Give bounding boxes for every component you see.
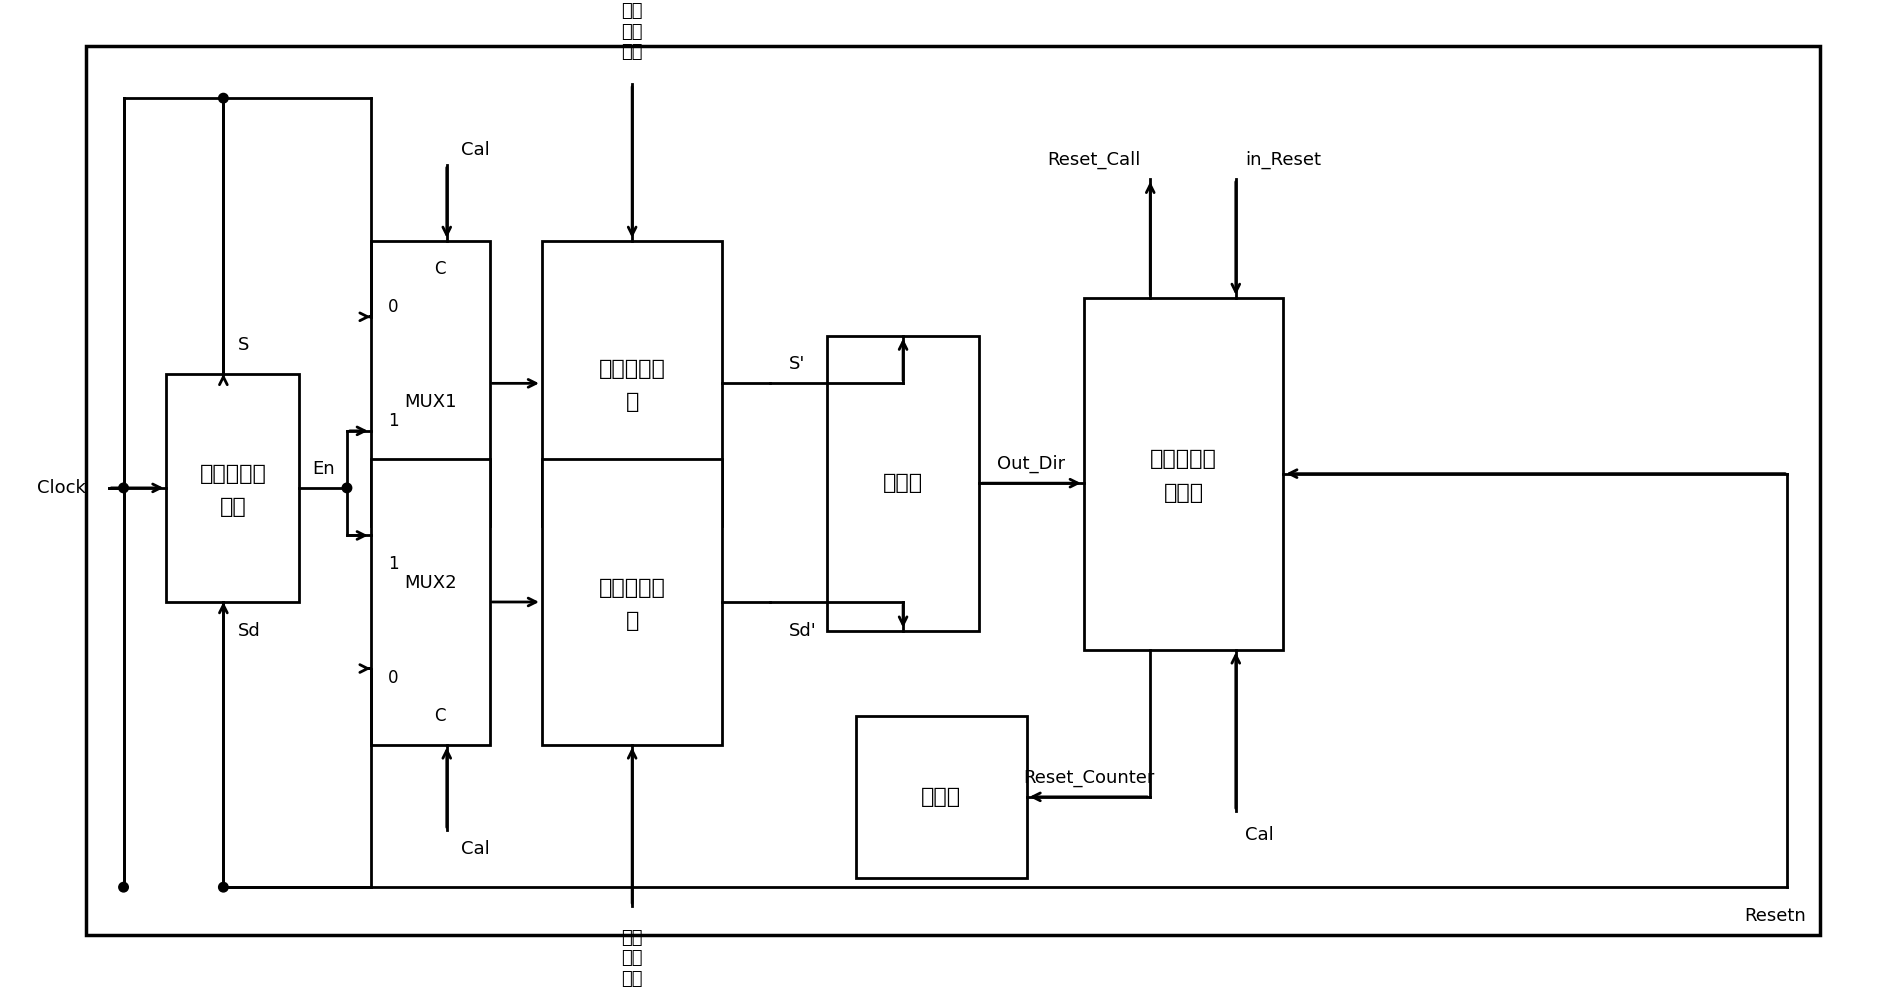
Bar xyxy=(166,374,299,602)
Text: Clock: Clock xyxy=(36,479,85,496)
Text: En: En xyxy=(312,460,335,478)
Text: MUX2: MUX2 xyxy=(403,574,455,592)
Bar xyxy=(854,716,1026,877)
Text: S': S' xyxy=(789,355,805,373)
Text: 模块: 模块 xyxy=(220,496,247,517)
Text: 延迟
选择
信号: 延迟 选择 信号 xyxy=(621,2,642,61)
Text: Cal: Cal xyxy=(461,141,489,159)
Bar xyxy=(371,240,489,526)
Circle shape xyxy=(218,93,228,103)
Bar xyxy=(826,336,979,631)
Bar xyxy=(542,460,723,745)
Bar xyxy=(371,460,489,745)
Text: 路: 路 xyxy=(625,611,638,631)
Text: 延迟
选择
信号: 延迟 选择 信号 xyxy=(621,929,642,988)
Text: 1: 1 xyxy=(388,555,399,573)
Bar xyxy=(542,240,723,526)
Text: 第二振荡回: 第二振荡回 xyxy=(598,578,664,597)
Text: Sd': Sd' xyxy=(789,621,817,640)
Circle shape xyxy=(119,882,128,892)
Text: 单周期采样: 单周期采样 xyxy=(199,464,265,484)
Text: Out_Dir: Out_Dir xyxy=(997,455,1065,474)
Text: 成模块: 成模块 xyxy=(1163,483,1203,502)
Text: Reset_Counter: Reset_Counter xyxy=(1022,768,1154,787)
Text: 0: 0 xyxy=(388,299,399,316)
Text: 鉴相器: 鉴相器 xyxy=(883,473,922,494)
Text: Sd: Sd xyxy=(237,621,260,640)
Text: MUX1: MUX1 xyxy=(403,394,455,411)
Text: 第一振荡回: 第一振荡回 xyxy=(598,359,664,379)
Bar xyxy=(1084,298,1284,650)
Text: 1: 1 xyxy=(388,412,399,430)
Text: Cal: Cal xyxy=(461,840,489,858)
Text: Resetn: Resetn xyxy=(1743,907,1805,925)
Text: 0: 0 xyxy=(388,669,399,687)
Text: C: C xyxy=(433,260,446,278)
Text: Cal: Cal xyxy=(1244,826,1274,844)
Text: Reset_Call: Reset_Call xyxy=(1046,150,1140,169)
Text: C: C xyxy=(433,707,446,725)
Text: 路: 路 xyxy=(625,393,638,412)
Text: S: S xyxy=(237,336,248,354)
Circle shape xyxy=(343,484,352,493)
Text: in_Reset: in_Reset xyxy=(1244,150,1321,169)
Text: 计数器: 计数器 xyxy=(920,787,960,807)
Circle shape xyxy=(218,882,228,892)
Text: 复位信号生: 复位信号生 xyxy=(1150,449,1216,470)
Circle shape xyxy=(119,484,128,493)
